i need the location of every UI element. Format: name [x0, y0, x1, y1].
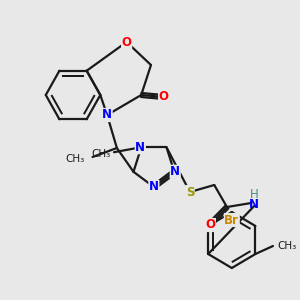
Text: O: O [122, 35, 132, 49]
Text: N: N [135, 141, 145, 154]
Text: CH₃: CH₃ [92, 149, 111, 159]
Text: CH₃: CH₃ [278, 241, 297, 251]
Text: S: S [186, 185, 194, 199]
Text: N: N [170, 165, 180, 178]
Text: Br: Br [224, 214, 239, 226]
Text: N: N [102, 109, 112, 122]
Text: O: O [159, 91, 169, 103]
Text: CH₃: CH₃ [65, 154, 85, 164]
Text: O: O [206, 218, 215, 232]
Text: N: N [149, 181, 159, 194]
Text: H: H [250, 188, 259, 200]
Text: N: N [249, 197, 259, 211]
